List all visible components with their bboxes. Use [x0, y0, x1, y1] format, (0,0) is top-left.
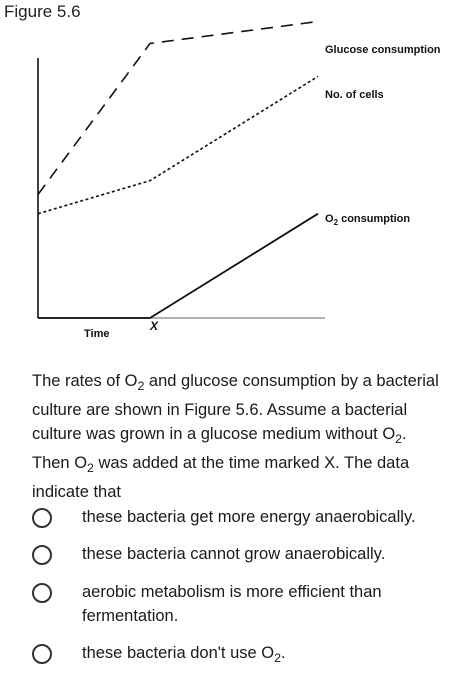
- series-label-o2-sub: 2: [334, 218, 339, 227]
- answer-option-2-text: these bacteria cannot grow anaerobically…: [82, 545, 386, 563]
- radio-button-2[interactable]: [32, 545, 52, 565]
- question-part-4: was added at the time marked X. The data…: [32, 454, 410, 501]
- answer-option-4-sub: 2: [274, 651, 281, 665]
- question-sub-3: 2: [87, 461, 94, 475]
- series-line-o2: [38, 212, 319, 319]
- figure-label: Figure 5.6: [4, 2, 81, 21]
- answer-option-1-text: these bacteria get more energy anaerobic…: [82, 508, 416, 526]
- radio-button-4[interactable]: [32, 644, 52, 664]
- series-label-glucose: Glucose consumption: [325, 44, 441, 56]
- question-part-3: . Then O: [32, 425, 407, 472]
- answer-option-3-text: aerobic metabolism is more efficient tha…: [82, 583, 382, 625]
- answer-option-4-part-2: .: [280, 644, 286, 662]
- question-part-2: and glucose consumption by a bacterial c…: [32, 372, 439, 443]
- x-axis-label: Time: [84, 328, 109, 340]
- series-label-cells: No. of cells: [325, 89, 384, 101]
- question-text: The rates of O2 and glucose consumption …: [32, 369, 447, 504]
- answer-option-4-part-1: these bacteria don't use O: [82, 644, 275, 662]
- series-line-cells: [37, 75, 319, 215]
- answer-option-3[interactable]: aerobic metabolism is more efficient tha…: [32, 580, 452, 628]
- question-part-1: The rates of O: [32, 372, 138, 390]
- series-label-o2-prefix: O: [325, 213, 334, 225]
- question-sub-1: 2: [137, 379, 145, 393]
- answer-option-2[interactable]: these bacteria cannot grow anaerobically…: [32, 542, 452, 566]
- series-layer: [37, 20, 319, 319]
- radio-button-1[interactable]: [32, 508, 52, 528]
- series-label-o2-suffix: consumption: [338, 213, 410, 225]
- answer-option-4[interactable]: these bacteria don't use O2.: [32, 641, 452, 670]
- radio-button-3[interactable]: [32, 583, 52, 603]
- time-marker-label: X: [149, 319, 159, 333]
- line-chart: Glucose consumption No. of cells O2 cons…: [37, 20, 441, 340]
- series-label-o2: O2 consumption: [325, 213, 410, 227]
- question-sub-2: 2: [395, 432, 403, 446]
- series-line-glucose: [37, 20, 319, 195]
- answer-option-4-text: these bacteria don't use O2.: [82, 641, 442, 670]
- answer-option-1[interactable]: these bacteria get more energy anaerobic…: [32, 505, 452, 529]
